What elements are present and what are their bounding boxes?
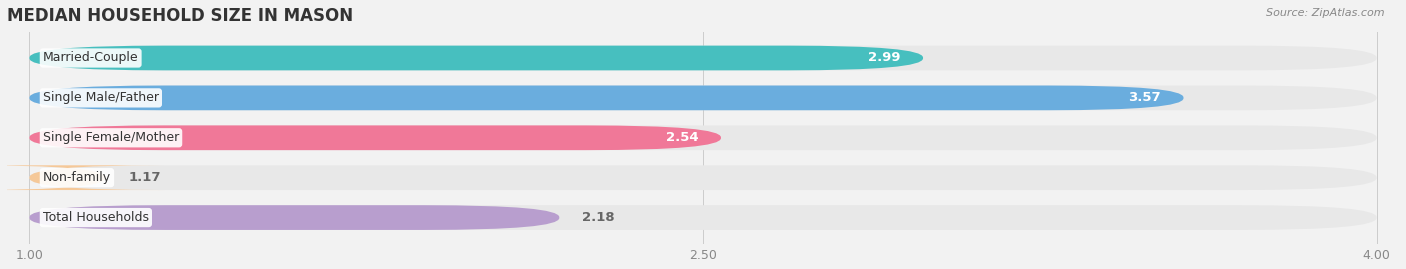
Text: Single Female/Mother: Single Female/Mother — [42, 131, 179, 144]
Text: 2.99: 2.99 — [868, 51, 901, 65]
Text: 2.54: 2.54 — [666, 131, 699, 144]
FancyBboxPatch shape — [30, 205, 560, 230]
Text: 1.17: 1.17 — [128, 171, 160, 184]
Text: MEDIAN HOUSEHOLD SIZE IN MASON: MEDIAN HOUSEHOLD SIZE IN MASON — [7, 7, 353, 25]
FancyBboxPatch shape — [0, 165, 165, 190]
FancyBboxPatch shape — [30, 165, 1376, 190]
FancyBboxPatch shape — [30, 125, 721, 150]
FancyBboxPatch shape — [30, 46, 924, 70]
Text: 3.57: 3.57 — [1129, 91, 1161, 104]
FancyBboxPatch shape — [30, 46, 1376, 70]
FancyBboxPatch shape — [30, 125, 1376, 150]
Text: Married-Couple: Married-Couple — [42, 51, 139, 65]
Text: Single Male/Father: Single Male/Father — [42, 91, 159, 104]
Text: Total Households: Total Households — [42, 211, 149, 224]
FancyBboxPatch shape — [30, 205, 1376, 230]
FancyBboxPatch shape — [30, 86, 1376, 110]
Text: 2.18: 2.18 — [582, 211, 614, 224]
Text: Source: ZipAtlas.com: Source: ZipAtlas.com — [1267, 8, 1385, 18]
Text: Non-family: Non-family — [42, 171, 111, 184]
FancyBboxPatch shape — [30, 86, 1184, 110]
